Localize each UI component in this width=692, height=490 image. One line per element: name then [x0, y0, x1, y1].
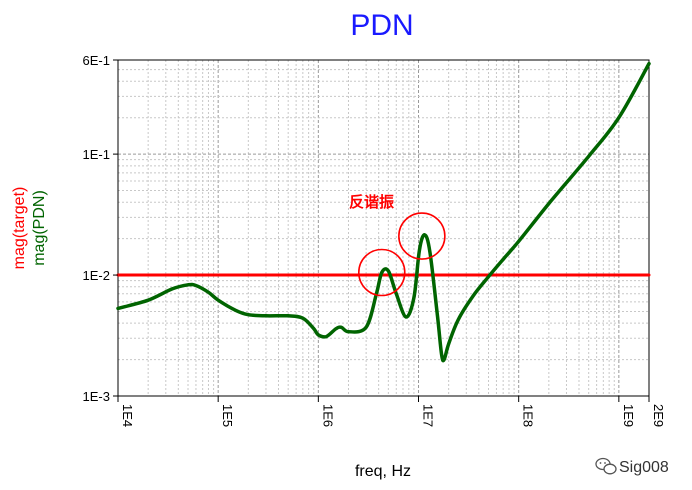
x-tick-label: 1E4	[120, 404, 135, 427]
x-tick-label: 1E9	[621, 404, 636, 427]
series-line-pdn	[116, 61, 651, 363]
x-tick-label: 1E6	[320, 404, 335, 427]
watermark-text: Sig008	[619, 459, 669, 476]
resonance-circle	[398, 212, 446, 260]
x-tick-label: 1E8	[521, 404, 536, 427]
y-tick-label: 1E-1	[83, 147, 110, 162]
grid	[118, 60, 649, 396]
x-tick-label: 1E7	[421, 404, 436, 427]
plot-frame	[117, 59, 650, 397]
chart-title: PDN	[350, 9, 413, 42]
x-axis-label: freq, Hz	[355, 463, 411, 480]
x-tick-label: 1E5	[220, 404, 235, 427]
anti-resonance-annotation: 反谐振	[349, 193, 394, 211]
watermark: Sig008	[595, 457, 669, 476]
x-axis-ticks: 1E4 1E5 1E6 1E7 1E8 1E9 2E9	[117, 396, 666, 427]
y-tick-label: 1E-2	[83, 268, 110, 283]
y-axis-ticks: 1E-3 1E-2 1E-1 6E-1	[83, 53, 118, 404]
resonance-markers	[357, 212, 446, 297]
y-axis-label-pdn: mag(PDN)	[31, 190, 48, 266]
y-axis-label-target: mag(target)	[11, 187, 28, 270]
x-tick-label: 2E9	[651, 404, 666, 427]
wechat-icon	[595, 457, 617, 475]
resonance-circle	[357, 248, 406, 297]
y-tick-label: 1E-3	[83, 389, 110, 404]
y-tick-label: 6E-1	[83, 53, 110, 68]
series-layer	[116, 61, 651, 363]
